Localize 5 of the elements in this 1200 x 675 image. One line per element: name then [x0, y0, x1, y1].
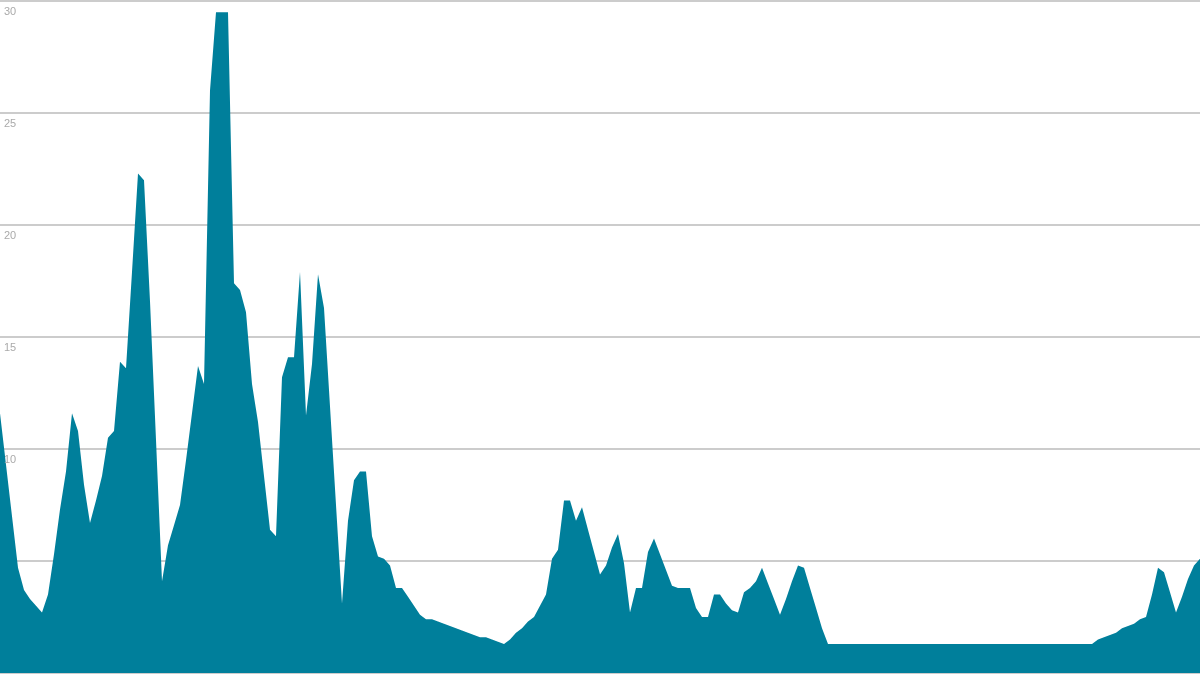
y-tick-label: 30: [4, 4, 17, 17]
y-tick-label: 20: [4, 228, 17, 241]
y-tick-label: 25: [4, 116, 17, 129]
y-tick-label: 10: [4, 452, 17, 465]
y-tick-label: 15: [4, 340, 17, 353]
